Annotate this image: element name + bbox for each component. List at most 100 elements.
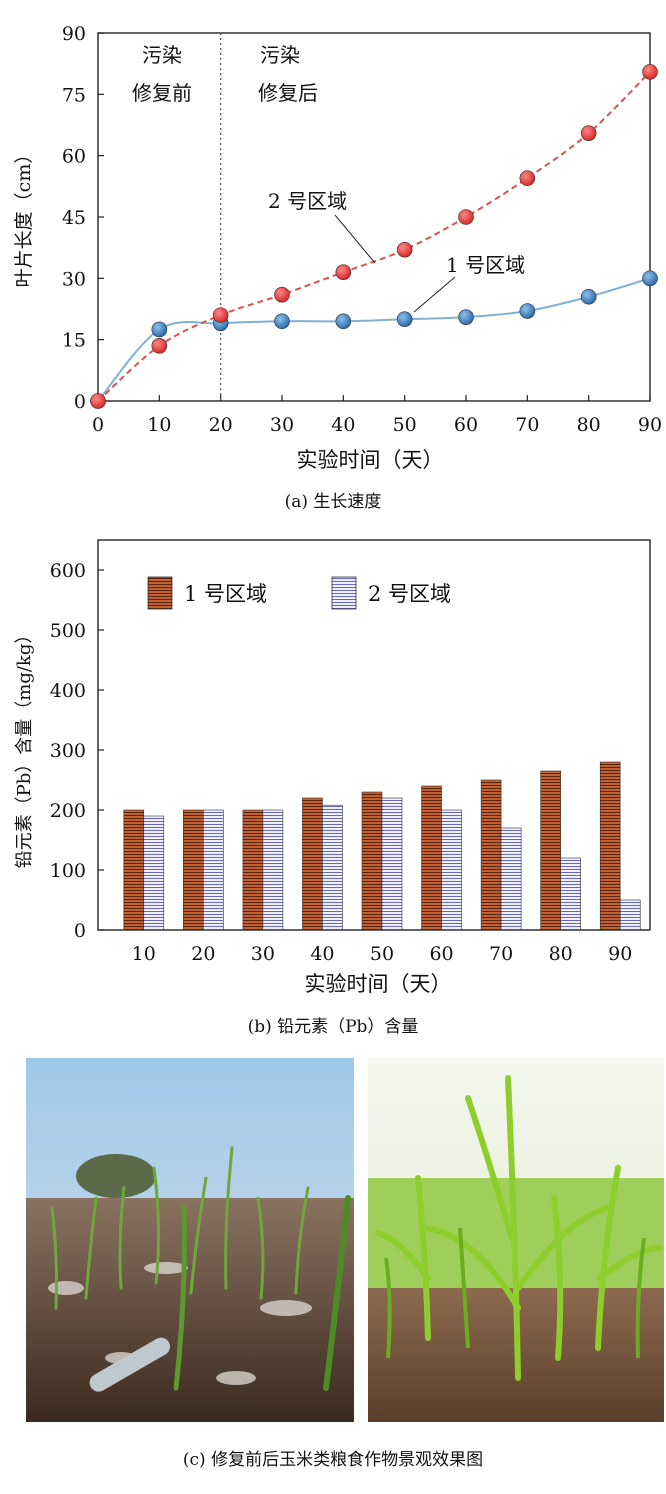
y-tick-label: 30 bbox=[62, 268, 86, 290]
y-tick-label: 75 bbox=[62, 84, 86, 106]
series-2-leader-line bbox=[334, 214, 376, 264]
y-tick-label: 500 bbox=[50, 620, 86, 642]
y-tick-label: 60 bbox=[62, 146, 86, 168]
bar-series-2 bbox=[500, 827, 522, 931]
series-2-point bbox=[212, 307, 229, 323]
x-tick-label: 40 bbox=[331, 414, 355, 436]
legend-label-series-2: 2 号区域 bbox=[368, 582, 451, 606]
region-after-label-1: 污染 bbox=[260, 43, 300, 67]
photo-after-repair bbox=[368, 1058, 664, 1422]
y-tick-label: 45 bbox=[62, 207, 86, 229]
bar-series-2 bbox=[381, 797, 403, 931]
bar-series-1 bbox=[123, 809, 145, 931]
photo-before-repair bbox=[26, 1058, 354, 1422]
series-1-point bbox=[335, 313, 352, 330]
x-tick-label: 50 bbox=[393, 414, 417, 436]
series-points bbox=[90, 64, 658, 409]
y-axis-title: 铅元素（Pb）含量（mg/kg） bbox=[14, 626, 35, 869]
tick-labels: 0 100 200 300 400 500 600 10 20 30 40 50 60 70 80 90 bbox=[50, 560, 633, 965]
bar-series-2 bbox=[322, 804, 343, 931]
x-tick-label: 30 bbox=[270, 414, 294, 436]
x-tick-label: 40 bbox=[310, 943, 334, 965]
region-before-label-2: 修复前 bbox=[132, 81, 192, 105]
series-2-point bbox=[151, 337, 168, 354]
series-lines bbox=[97, 71, 651, 402]
series-1-point bbox=[642, 270, 658, 287]
legend-swatch-series-1 bbox=[147, 576, 173, 610]
y-tick-label: 400 bbox=[50, 680, 86, 702]
series-1-point bbox=[396, 311, 413, 328]
bar-series-1 bbox=[421, 785, 442, 931]
y-tick-label: 0 bbox=[74, 920, 86, 942]
x-tick-label: 50 bbox=[370, 943, 394, 965]
y-tick-label: 600 bbox=[50, 560, 86, 582]
y-axis-title: 叶片长度（cm） bbox=[13, 145, 35, 288]
x-tick-label: 90 bbox=[638, 414, 662, 436]
bar-series-2 bbox=[203, 809, 224, 931]
x-axis-title: 实验时间（天） bbox=[305, 972, 452, 996]
bar-series-1 bbox=[480, 779, 502, 931]
region-after-label-2: 修复后 bbox=[258, 81, 318, 105]
x-tick-label: 60 bbox=[429, 943, 453, 965]
bar-series-2 bbox=[441, 809, 462, 931]
x-tick-label: 70 bbox=[489, 943, 513, 965]
series-1-point bbox=[274, 313, 290, 330]
x-tick-label: 20 bbox=[191, 943, 215, 965]
x-tick-label: 0 bbox=[92, 414, 104, 436]
series-1-point bbox=[580, 288, 597, 305]
y-tick-label: 0 bbox=[74, 391, 86, 413]
bar-groups bbox=[123, 761, 641, 931]
bar-series-2 bbox=[560, 857, 581, 931]
series-2-point bbox=[90, 393, 106, 409]
series-1-label: 1 号区域 bbox=[446, 253, 525, 277]
y-tick-label: 90 bbox=[62, 23, 86, 45]
series-2-line bbox=[97, 71, 651, 402]
series-1-leader-line bbox=[413, 276, 456, 313]
lead-content-bar-chart: 0 100 200 300 400 500 600 10 20 30 40 50 60 70 80 90 1 … bbox=[14, 539, 651, 996]
series-2-point bbox=[519, 170, 536, 186]
x-tick-label: 20 bbox=[209, 414, 233, 436]
x-tick-label: 30 bbox=[251, 943, 275, 965]
x-tick-label: 10 bbox=[132, 943, 156, 965]
bar-series-2 bbox=[143, 815, 165, 931]
series-1-point bbox=[519, 303, 536, 319]
axes-frame bbox=[97, 32, 651, 402]
legend-label-series-1: 1 号区域 bbox=[184, 582, 267, 606]
series-2-point bbox=[335, 264, 352, 281]
bar-series-1 bbox=[242, 809, 264, 931]
x-tick-label: 90 bbox=[608, 943, 632, 965]
bar-series-1 bbox=[302, 797, 323, 931]
x-tick-label: 10 bbox=[147, 414, 171, 436]
x-tick-label: 80 bbox=[577, 414, 601, 436]
chart-a-caption: (a) 生长速度 bbox=[284, 492, 382, 512]
bar-series-1 bbox=[599, 761, 621, 931]
y-tick-label: 15 bbox=[62, 330, 86, 352]
bar-series-1 bbox=[540, 770, 561, 931]
region-before-label-1: 污染 bbox=[142, 43, 182, 67]
photos-caption: (c) 修复前后玉米类粮食作物景观效果图 bbox=[182, 1450, 484, 1470]
x-tick-label: 70 bbox=[515, 414, 539, 436]
y-tick-label: 100 bbox=[50, 860, 86, 882]
bar-series-1 bbox=[183, 809, 204, 931]
series-2-point bbox=[458, 209, 474, 225]
x-tick-label: 80 bbox=[549, 943, 573, 965]
series-2-point bbox=[396, 241, 413, 258]
chart-b-caption: (b) 铅元素（Pb）含量 bbox=[247, 1017, 419, 1037]
series-1-line bbox=[97, 277, 651, 402]
bar-series-2 bbox=[619, 899, 641, 931]
y-tick-label: 200 bbox=[50, 800, 86, 822]
x-axis-title: 实验时间（天） bbox=[297, 448, 444, 472]
bar-series-1 bbox=[361, 791, 383, 931]
series-2-point bbox=[580, 125, 597, 141]
x-tick-label: 60 bbox=[454, 414, 478, 436]
legend: 1 号区域 2 号区域 bbox=[147, 576, 451, 610]
series-1-point bbox=[151, 321, 168, 338]
series-1-point bbox=[458, 309, 474, 325]
series-2-point bbox=[642, 64, 658, 80]
legend-swatch-series-2 bbox=[331, 576, 357, 610]
bar-series-2 bbox=[262, 809, 284, 931]
y-tick-label: 300 bbox=[50, 740, 86, 762]
tick-labels: 0 10 20 30 40 50 60 70 80 90 0 15 30 45 60 75 90 bbox=[62, 23, 662, 436]
series-2-label: 2 号区域 bbox=[268, 189, 347, 213]
